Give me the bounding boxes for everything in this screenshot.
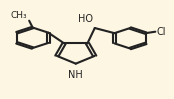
Text: NH: NH bbox=[68, 69, 83, 79]
Text: HO: HO bbox=[78, 14, 93, 24]
Text: CH₃: CH₃ bbox=[11, 11, 27, 20]
Text: Cl: Cl bbox=[156, 27, 166, 37]
